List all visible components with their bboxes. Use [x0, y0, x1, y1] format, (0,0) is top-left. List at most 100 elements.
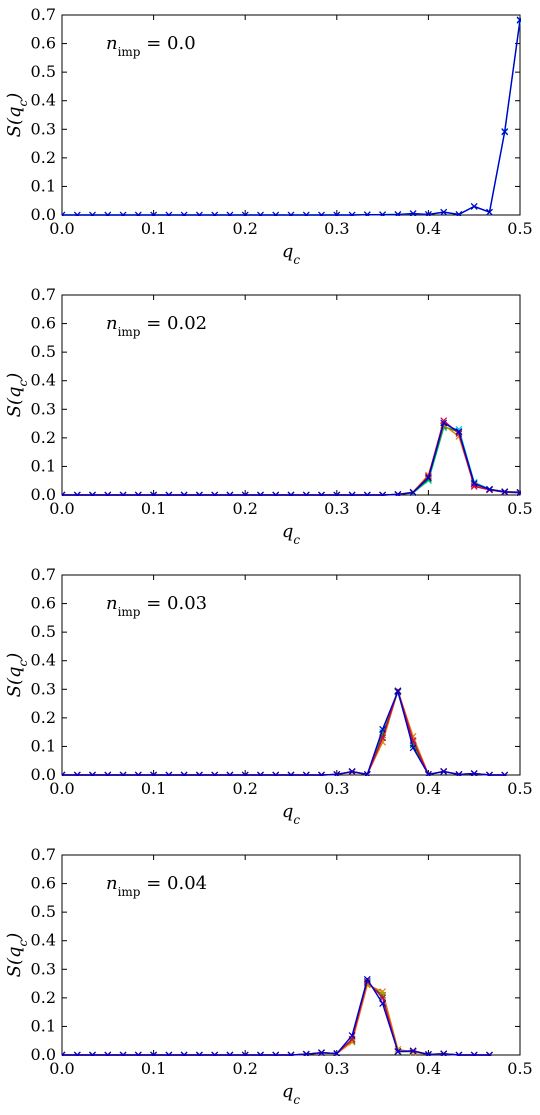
y-tick-label: 0.7	[31, 845, 56, 864]
data-point	[287, 211, 295, 216]
data-point	[226, 491, 234, 496]
series-2	[62, 423, 521, 496]
chart-panel-3: 0.0 0.1 0.2 0.3 0.4 0.5 0.0 0.1 0.2 0.3 0.4 0.5 0.6 0…	[4, 565, 533, 827]
data-point	[486, 1051, 493, 1056]
y-tick-label: 0.2	[31, 988, 56, 1007]
data-point	[302, 1050, 310, 1056]
x-tick-label: 0.3	[324, 499, 349, 518]
series-line	[62, 423, 521, 496]
x-tick-label: 0.1	[141, 779, 166, 798]
chart-panel-4: 0.0 0.1 0.2 0.3 0.4 0.5 0.0 0.1 0.2 0.3 0.4 0.5 0.6 0…	[4, 845, 533, 1107]
data-point	[73, 771, 81, 776]
data-point	[394, 687, 402, 695]
data-point	[440, 208, 448, 216]
y-tick-label: 0.0	[31, 205, 56, 224]
data-point	[501, 128, 509, 135]
x-axis-label: qc	[282, 241, 301, 267]
data-point	[455, 428, 463, 435]
data-point	[73, 491, 81, 496]
y-tick-label: 0.0	[31, 765, 56, 784]
data-point	[180, 491, 188, 496]
x-tick-label: 0.3	[324, 1059, 349, 1078]
series-line	[62, 981, 490, 1056]
data-point	[470, 770, 478, 776]
data-point	[455, 771, 463, 776]
y-tick-label: 0.5	[31, 622, 56, 641]
x-tick-label: 0.0	[49, 1059, 74, 1078]
y-tick-label: 0.5	[31, 902, 56, 921]
series-1	[62, 688, 509, 776]
data-point	[287, 1051, 295, 1056]
data-point	[516, 16, 521, 24]
data-point	[318, 771, 325, 776]
data-point	[134, 211, 142, 216]
data-point	[455, 211, 463, 216]
data-point	[348, 768, 356, 775]
y-tick-label: 0.6	[31, 314, 56, 333]
chart-panel-2: 0.0 0.1 0.2 0.3 0.4 0.5 0.0 0.1 0.2 0.3 0.4 0.5 0.6 0…	[4, 285, 533, 547]
data-point	[516, 489, 521, 496]
data-point	[409, 210, 417, 216]
data-point	[226, 1051, 234, 1056]
x-tick-label: 0.2	[232, 499, 257, 518]
series-3	[62, 421, 521, 496]
series-line	[62, 980, 490, 1056]
data-point	[302, 211, 310, 216]
data-point	[62, 1051, 66, 1056]
data-point	[333, 1050, 341, 1056]
data-point	[195, 491, 203, 496]
data-point	[424, 1051, 432, 1056]
y-tick-label: 0.0	[31, 1045, 56, 1064]
chart-panel-1: 0.0 0.1 0.2 0.3 0.4 0.5 0.0 0.1 0.2 0.3 0.4 0.5 0.6 0…	[4, 5, 533, 267]
y-tick-label: 0.1	[31, 736, 56, 755]
data-point	[333, 491, 341, 496]
data-point	[165, 1051, 173, 1056]
series-line	[62, 688, 505, 776]
data-point	[302, 491, 310, 496]
data-point	[272, 211, 280, 216]
data-point	[363, 211, 371, 216]
data-point	[486, 208, 493, 216]
data-point	[211, 211, 219, 216]
y-tick-label: 0.7	[31, 565, 56, 584]
data-point	[486, 771, 493, 776]
data-point	[440, 1050, 448, 1056]
series-line	[62, 689, 505, 776]
y-tick-label: 0.6	[31, 34, 56, 53]
y-tick-label: 0.6	[31, 874, 56, 893]
data-point	[150, 211, 158, 216]
y-tick-label: 0.3	[31, 959, 56, 978]
data-point	[104, 491, 112, 496]
data-point	[302, 771, 310, 776]
x-tick-label: 0.2	[232, 1059, 257, 1078]
data-point	[348, 491, 356, 496]
data-point	[104, 211, 112, 216]
y-tick-label: 0.4	[31, 91, 56, 110]
data-point	[455, 1051, 463, 1056]
data-point	[226, 211, 234, 216]
y-tick-label: 0.5	[31, 342, 56, 361]
series-5	[62, 419, 521, 496]
series-line	[62, 984, 490, 1056]
y-axis-label: S(qc)	[4, 653, 30, 698]
x-tick-label: 0.4	[416, 779, 441, 798]
x-tick-label: 0.3	[324, 779, 349, 798]
data-point	[119, 1051, 127, 1056]
y-tick-label: 0.4	[31, 651, 56, 670]
data-point	[470, 203, 478, 210]
data-point	[394, 1048, 402, 1055]
data-point	[211, 1051, 219, 1056]
data-point	[394, 491, 402, 496]
series-line	[62, 977, 490, 1056]
series-5	[62, 687, 509, 776]
data-point	[470, 1051, 478, 1056]
data-point	[287, 771, 295, 776]
series-3	[62, 687, 509, 776]
data-point	[363, 491, 371, 496]
x-axis-label: qc	[282, 801, 301, 827]
data-point	[257, 211, 264, 216]
data-point	[318, 491, 325, 496]
data-point	[333, 771, 341, 776]
data-point	[180, 1051, 188, 1056]
